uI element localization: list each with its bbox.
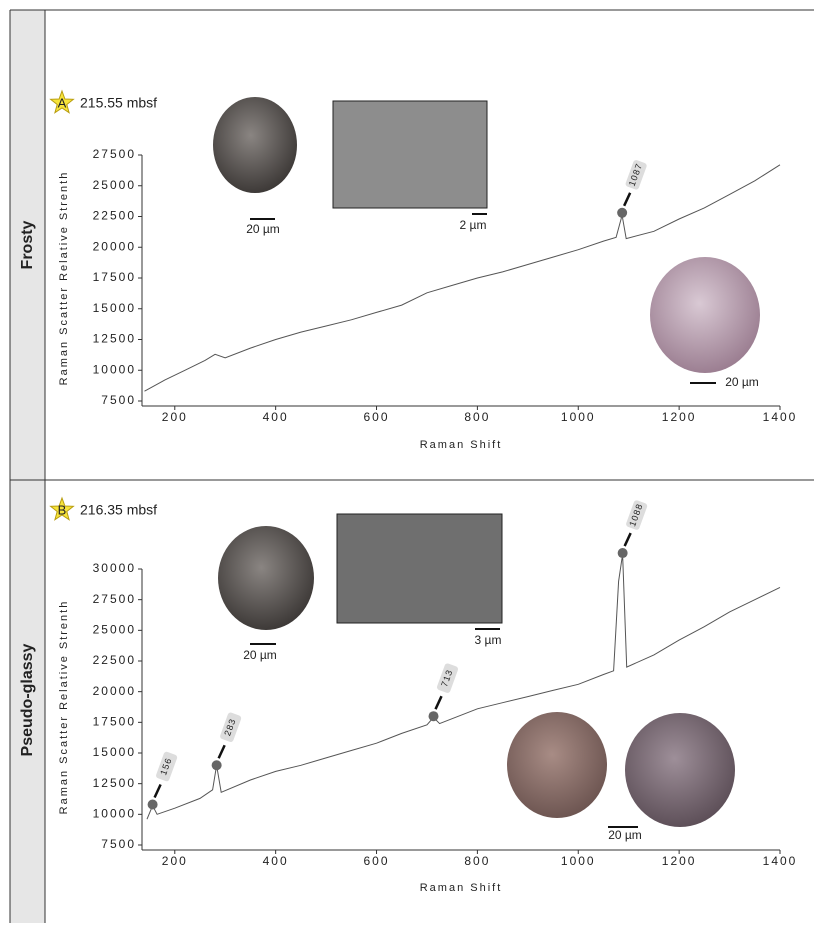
y-tick-label: 17500 xyxy=(93,270,136,284)
peak-arrow xyxy=(625,533,631,546)
x-tick-label: 1000 xyxy=(561,854,596,868)
x-tick-label: 200 xyxy=(162,854,188,868)
panel-letter: A xyxy=(58,95,67,110)
y-tick-label: 30000 xyxy=(93,561,136,575)
y-tick-label: 20000 xyxy=(93,684,136,698)
row-label: Pseudo-glassy xyxy=(19,643,36,756)
x-tick-label: 400 xyxy=(263,854,289,868)
y-tick-label: 15000 xyxy=(93,745,136,759)
peak-marker xyxy=(617,208,627,218)
scale-label: 3 µm xyxy=(475,633,502,647)
y-tick-label: 15000 xyxy=(93,301,136,315)
photo-image xyxy=(650,257,760,373)
y-tick-label: 20000 xyxy=(93,239,136,253)
x-tick-label: 200 xyxy=(162,410,188,424)
figure: Frosty A 215.55 mbsf 20 µm 2 µm 20 µm 7500 1000… xyxy=(0,0,814,923)
y-tick-label: 27500 xyxy=(93,147,136,161)
scale-label: 20 µm xyxy=(243,648,277,662)
peak-arrow xyxy=(624,193,630,206)
y-tick-label: 25000 xyxy=(93,623,136,637)
side-strip xyxy=(10,10,45,923)
peak-arrow xyxy=(155,785,161,798)
y-axis-title: Raman Scatter Relative Strenth xyxy=(58,600,70,815)
x-tick-label: 1200 xyxy=(662,410,697,424)
x-tick-label: 800 xyxy=(464,410,490,424)
y-tick-label: 10000 xyxy=(93,807,136,821)
panel-letter: B xyxy=(58,502,67,517)
x-tick-label: 600 xyxy=(364,854,390,868)
x-tick-label: 1400 xyxy=(763,854,798,868)
y-tick-label: 25000 xyxy=(93,178,136,192)
peak-arrow xyxy=(436,696,442,709)
scale-label: 20 µm xyxy=(246,222,280,236)
peak-marker xyxy=(212,760,222,770)
y-tick-label: 27500 xyxy=(93,592,136,606)
x-tick-label: 1000 xyxy=(561,410,596,424)
peak-marker xyxy=(618,548,628,558)
peak-marker xyxy=(429,711,439,721)
x-tick-label: 1200 xyxy=(662,854,697,868)
y-tick-label: 10000 xyxy=(93,362,136,376)
scale-label: 20 µm xyxy=(725,375,759,389)
scale-label: 2 µm xyxy=(460,218,487,232)
peak-arrow xyxy=(219,745,225,758)
sem-closeup xyxy=(333,101,487,208)
y-tick-label: 22500 xyxy=(93,653,136,667)
y-tick-label: 12500 xyxy=(93,332,136,346)
y-tick-label: 7500 xyxy=(101,393,136,407)
photo-image xyxy=(625,713,735,827)
y-tick-label: 17500 xyxy=(93,715,136,729)
x-axis-title: Raman Shift xyxy=(420,882,503,894)
x-tick-label: 400 xyxy=(263,410,289,424)
scale-label: 20 µm xyxy=(608,828,642,842)
sem-closeup xyxy=(337,514,502,623)
x-tick-label: 600 xyxy=(364,410,390,424)
y-axis-title: Raman Scatter Relative Strenth xyxy=(58,171,70,386)
y-tick-label: 7500 xyxy=(101,837,136,851)
x-axis-title: Raman Shift xyxy=(420,439,503,451)
panel-title: 215.55 mbsf xyxy=(80,95,157,111)
panel-title: 216.35 mbsf xyxy=(80,502,157,518)
photo-image xyxy=(507,712,607,818)
x-tick-label: 1400 xyxy=(763,410,798,424)
sem-image xyxy=(213,97,297,193)
x-tick-label: 800 xyxy=(464,854,490,868)
sem-image xyxy=(218,526,314,630)
y-tick-label: 12500 xyxy=(93,776,136,790)
row-label: Frosty xyxy=(19,220,36,269)
y-tick-label: 22500 xyxy=(93,209,136,223)
peak-marker xyxy=(148,800,158,810)
